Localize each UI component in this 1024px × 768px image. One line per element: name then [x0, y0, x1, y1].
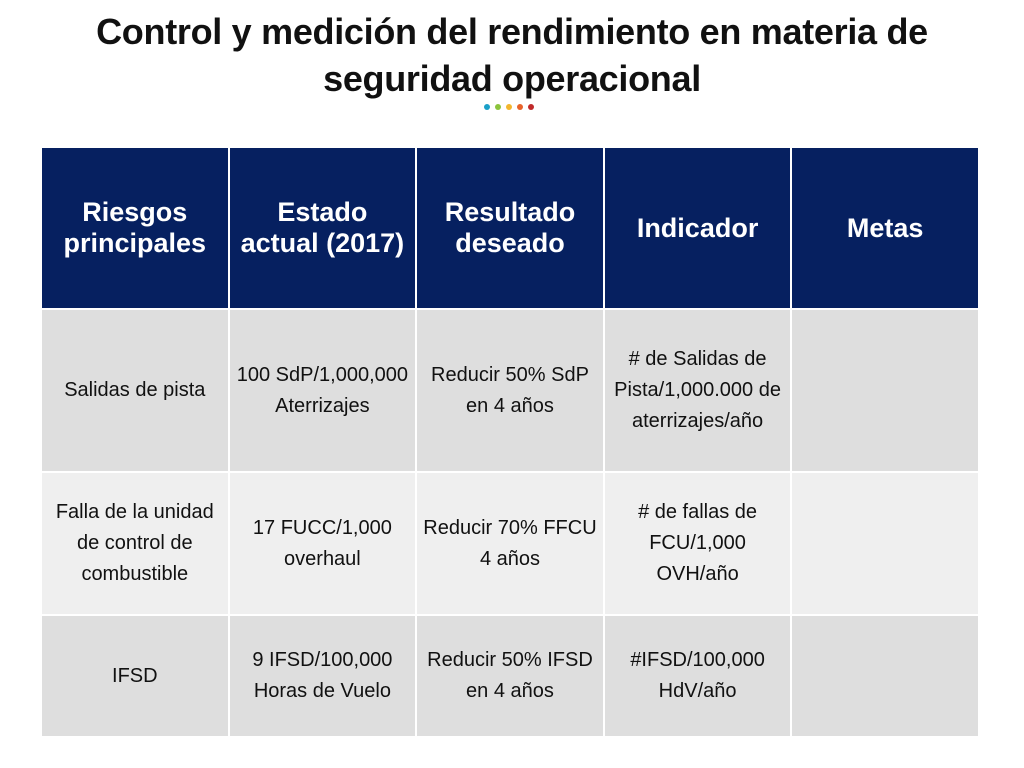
- header-resultado: Resultado deseado: [417, 148, 603, 308]
- cell-estado: 100 SdP/1,000,000 Aterrizajes: [229, 310, 416, 471]
- table-row: IFSD 9 IFSD/100,000 Horas de Vuelo Reduc…: [42, 616, 978, 736]
- safety-performance-table: Riesgos principales Estado actual (2017)…: [40, 146, 980, 738]
- cell-resultado: Reducir 50% SdP en 4 años: [417, 310, 603, 471]
- table-row: Salidas de pista 100 SdP/1,000,000 Aterr…: [42, 310, 978, 471]
- accent-dot-4: [517, 104, 523, 110]
- cell-resultado: Reducir 70% FFCU 4 años: [417, 473, 603, 614]
- cell-resultado: Reducir 50% IFSD en 4 años: [417, 616, 603, 736]
- cell-indicador: #IFSD/100,000 HdV/año: [604, 616, 791, 736]
- cell-metas: [792, 310, 978, 471]
- cell-riesgo: Falla de la unidad de control de combust…: [42, 473, 228, 614]
- accent-dots: [484, 104, 534, 112]
- header-riesgos: Riesgos principales: [42, 148, 228, 308]
- table-header-row: Riesgos principales Estado actual (2017)…: [42, 148, 978, 308]
- cell-indicador: # de fallas de FCU/1,000 OVH/año: [604, 473, 791, 614]
- cell-metas: [792, 616, 978, 736]
- cell-metas: [792, 473, 978, 614]
- header-estado: Estado actual (2017): [229, 148, 416, 308]
- accent-dot-3: [506, 104, 512, 110]
- header-metas: Metas: [792, 148, 978, 308]
- header-indicador: Indicador: [604, 148, 791, 308]
- accent-dot-1: [484, 104, 490, 110]
- table-row: Falla de la unidad de control de combust…: [42, 473, 978, 614]
- accent-dot-5: [528, 104, 534, 110]
- cell-estado: 9 IFSD/100,000 Horas de Vuelo: [229, 616, 416, 736]
- slide-title: Control y medición del rendimiento en ma…: [96, 11, 928, 99]
- cell-riesgo: Salidas de pista: [42, 310, 228, 471]
- cell-riesgo: IFSD: [42, 616, 228, 736]
- cell-indicador: # de Salidas de Pista/1,000.000 de aterr…: [604, 310, 791, 471]
- accent-dot-2: [495, 104, 501, 110]
- cell-estado: 17 FUCC/1,000 overhaul: [229, 473, 416, 614]
